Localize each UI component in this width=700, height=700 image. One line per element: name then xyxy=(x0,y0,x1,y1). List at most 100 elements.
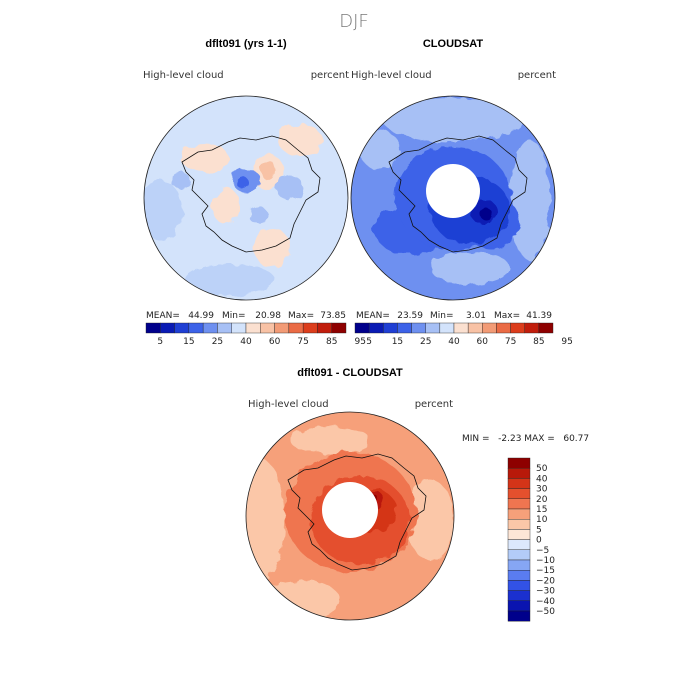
colorbar-model-swatch xyxy=(231,322,247,334)
colorbar-diff-swatch xyxy=(507,600,531,612)
colorbar-model-swatch xyxy=(245,322,261,334)
colorbar-obs-swatch xyxy=(467,322,483,334)
colorbar-model-tick-label: 5 xyxy=(157,337,163,347)
map-diff-coastline xyxy=(287,453,427,571)
colorbar-obs-tick-label: 5 xyxy=(366,337,372,347)
colorbar-model-swatch xyxy=(288,322,304,334)
stat-mean-value: 44.99 xyxy=(188,311,214,321)
colorbar-diff-swatch xyxy=(507,559,531,571)
colorbar-model-tick-label: 60 xyxy=(269,337,281,347)
stat-max-value: 73.85 xyxy=(320,311,346,321)
colorbar-diff-tick-label: −30 xyxy=(536,587,555,597)
stat-min-value: 20.98 xyxy=(255,311,281,321)
stat-mean-label: MEAN= xyxy=(356,311,390,321)
colorbar-obs-swatch xyxy=(439,322,455,334)
colorbar-model-swatch xyxy=(302,322,318,334)
colorbar-diff-tick-label: 5 xyxy=(536,525,542,535)
colorbar-obs-swatch xyxy=(453,322,469,334)
colorbar-diff-swatch xyxy=(507,580,531,591)
colorbar-diff-tick-label: 40 xyxy=(536,474,548,484)
panel-diff-units-label: percent xyxy=(415,399,453,410)
map-diff-border xyxy=(245,411,455,621)
colorbar-obs: 5 15 25 40 60 75 85 95 xyxy=(354,322,573,347)
panel-model-field-label: High-level cloud xyxy=(143,70,224,81)
panel-obs-stats: MEAN= 23.59 Min= 3.01 Max= 41.39 xyxy=(356,311,552,321)
season-title: DJF xyxy=(339,11,369,32)
colorbar-obs-swatch xyxy=(411,322,426,334)
stat-min-label: Min= xyxy=(430,311,454,321)
colorbar-model-tick-label: 40 xyxy=(240,337,252,347)
colorbar-model: 5 15 25 40 60 75 85 95 xyxy=(145,322,366,347)
colorbar-diff-swatch xyxy=(507,457,531,469)
colorbar-diff-swatch xyxy=(507,508,531,520)
panel-diff-stats: MIN = -2.23 MAX = 60.77 xyxy=(462,434,589,444)
colorbar-diff-swatch xyxy=(507,519,531,530)
colorbar-obs-swatch xyxy=(524,322,540,334)
colorbar-diff-swatch xyxy=(507,468,531,479)
colorbar-model-tick-label: 75 xyxy=(297,337,308,347)
map-obs-border xyxy=(350,95,556,301)
colorbar-obs-swatch xyxy=(538,322,554,334)
panel-diff-title: dflt091 - CLOUDSAT xyxy=(297,367,403,379)
panel-obs-title: CLOUDSAT xyxy=(423,38,484,50)
colorbar-model-tick-label: 25 xyxy=(212,337,223,347)
colorbar-model-tick-label: 85 xyxy=(326,337,337,347)
colorbar-model-swatch xyxy=(145,322,161,334)
colorbar-obs-tick-label: 15 xyxy=(392,337,403,347)
map-obs-coastline xyxy=(388,135,528,253)
colorbar-diff-swatch xyxy=(507,498,531,510)
colorbar-diff-tick-label: −40 xyxy=(536,597,555,607)
colorbar-obs-swatch xyxy=(354,322,370,334)
colorbar-obs-swatch xyxy=(368,322,384,334)
colorbar-diff-swatch xyxy=(507,549,531,561)
colorbar-model-swatch xyxy=(260,322,275,334)
map-diff xyxy=(245,411,455,621)
stat-min-label: Min= xyxy=(222,311,246,321)
colorbar-diff-tick-label: −15 xyxy=(536,566,555,576)
map-model xyxy=(143,95,349,301)
colorbar-diff-swatch xyxy=(507,610,531,622)
colorbar-obs-swatch xyxy=(510,322,525,334)
stat-max-label: Max= xyxy=(494,311,520,321)
map-obs-polar-gap xyxy=(426,164,480,218)
panel-obs-units-label: percent xyxy=(518,70,556,81)
panel-obs-field-label: High-level cloud xyxy=(351,70,432,81)
colorbar-obs-tick-label: 25 xyxy=(420,337,431,347)
panel-model-stats: MEAN= 44.99 Min= 20.98 Max= 73.85 xyxy=(146,311,346,321)
stat-mean-value: 23.59 xyxy=(397,311,423,321)
colorbar-model-tick-label: 95 xyxy=(355,337,366,347)
colorbar-obs-tick-label: 60 xyxy=(477,337,489,347)
panel-model-title: dflt091 (yrs 1-1) xyxy=(205,38,287,50)
map-obs xyxy=(350,95,556,301)
colorbar-obs-swatch xyxy=(397,322,412,334)
colorbar-obs-swatch xyxy=(425,322,441,334)
colorbar-model-swatch xyxy=(274,322,290,334)
colorbar-diff-tick-label: 20 xyxy=(536,495,548,505)
stat-max-label: Max= xyxy=(288,311,314,321)
colorbar-diff-tick-label: −5 xyxy=(536,546,549,556)
colorbar-model-swatch xyxy=(188,322,204,334)
colorbar-obs-swatch xyxy=(482,322,497,334)
colorbar-obs-tick-label: 40 xyxy=(448,337,460,347)
colorbar-diff-tick-label: 30 xyxy=(536,485,548,495)
map-model-border xyxy=(143,95,349,301)
colorbar-model-swatch xyxy=(174,322,190,334)
map-model-coastline xyxy=(181,135,321,253)
panel-diff-field-label: High-level cloud xyxy=(248,399,329,410)
colorbar-diff-tick-label: 0 xyxy=(536,536,542,546)
colorbar-obs-tick-label: 95 xyxy=(561,337,572,347)
colorbar-diff-swatch xyxy=(507,570,531,581)
stat-min-value: 3.01 xyxy=(466,311,486,321)
map-diff-polar-gap xyxy=(322,482,378,538)
colorbar-model-swatch xyxy=(202,322,218,334)
colorbar-diff-tick-label: 50 xyxy=(536,464,548,474)
colorbar-model-swatch xyxy=(317,322,332,334)
colorbar-diff-tick-label: 10 xyxy=(536,515,548,525)
colorbar-diff-swatch xyxy=(507,478,531,489)
map-model-field xyxy=(144,124,322,296)
colorbar-model-swatch xyxy=(217,322,232,334)
colorbar-model-tick-label: 15 xyxy=(183,337,194,347)
panel-model-units-label: percent xyxy=(311,70,349,81)
